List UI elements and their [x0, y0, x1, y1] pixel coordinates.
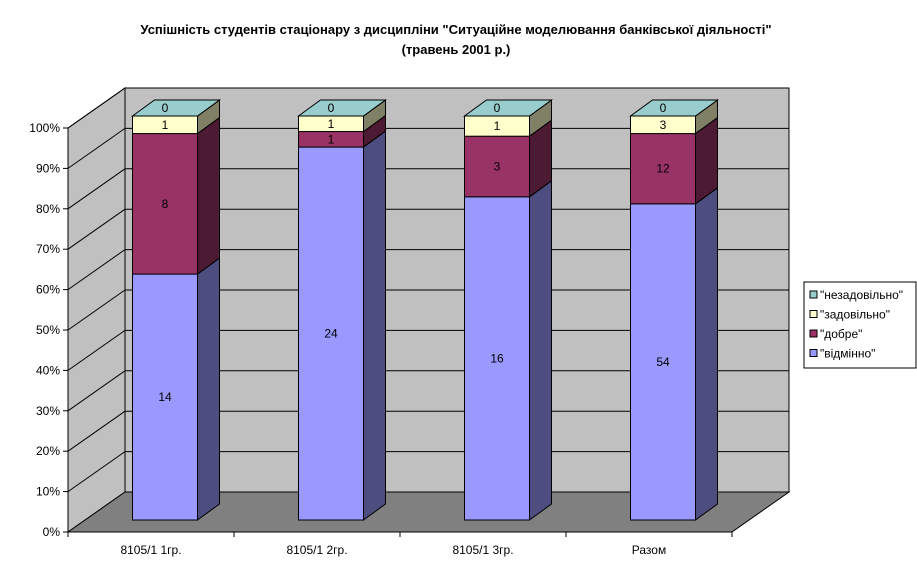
legend-box: [803, 281, 917, 369]
chart-axes: 8105/1 1гр. 8105/1 2гр. 8105/1 3гр. Разом 0%…: [29, 121, 733, 557]
x-tick-label: 8105/1 1гр.: [120, 543, 181, 557]
chart-subtitle: (травень 2001 р.): [402, 42, 511, 57]
gridline-side: [67, 208, 126, 250]
y-tick-label: 90%: [36, 161, 60, 175]
y-tick-label: 60%: [36, 283, 60, 297]
y-tick-label: 30%: [36, 404, 60, 418]
bar-segment-side: [695, 186, 718, 521]
y-tick-label: 0%: [43, 525, 61, 539]
gridline-side: [67, 168, 126, 210]
data-label: 1: [494, 119, 501, 133]
gridline-side: [67, 370, 126, 412]
chart-title: Успішність студентів стаціонару з дисцип…: [140, 22, 771, 37]
chart-legend: "незадовільно" "задовільно" "добре" "відмін…: [803, 281, 917, 369]
gridline-side: [67, 451, 126, 493]
bar-segment-side: [197, 257, 220, 521]
data-label: 1: [328, 117, 335, 131]
x-tick-label: 8105/1 2гр.: [286, 543, 347, 557]
gridline-side: [67, 329, 126, 371]
bar-top: [296, 99, 388, 117]
y-tick-label: 40%: [36, 363, 60, 377]
bar-segment: [630, 203, 696, 521]
chart-title-group: Успішність студентів стаціонару з дисцип…: [140, 22, 771, 57]
gridline-side: [67, 87, 126, 129]
bar-segment: [630, 133, 696, 205]
legend-swatch: [809, 290, 818, 299]
legend-swatch: [809, 329, 818, 338]
data-label: 0: [162, 101, 169, 115]
data-label: 24: [324, 327, 338, 341]
gridline-side: [67, 127, 126, 169]
legend-entry: "відмінно": [820, 347, 875, 361]
bar-segment: [132, 273, 198, 521]
bar-top: [462, 99, 554, 117]
data-label: 12: [656, 162, 670, 176]
y-tick-label: 70%: [36, 242, 60, 256]
y-tick-label: 10%: [36, 485, 60, 499]
legend-entry: "задовільно": [820, 308, 890, 322]
gridline-side: [67, 410, 126, 452]
data-label: 0: [328, 101, 335, 115]
data-label: 54: [656, 355, 670, 369]
data-label: 8: [162, 197, 169, 211]
gridline-side: [67, 249, 126, 291]
legend-entry: "добре": [820, 327, 862, 341]
bar-top: [130, 99, 222, 117]
legend-entry: "незадовільно": [820, 288, 903, 302]
y-tick-label: 80%: [36, 202, 60, 216]
data-label: 0: [494, 101, 501, 115]
bar-segment-side: [197, 116, 220, 276]
legend-swatch: [809, 349, 818, 357]
data-label: 16: [490, 351, 504, 365]
bar-top: [628, 99, 720, 117]
data-label: 0: [660, 101, 667, 115]
bar-segment-side: [529, 179, 552, 521]
data-label: 3: [660, 118, 667, 132]
legend-swatch: [809, 310, 818, 318]
data-label: 3: [494, 160, 501, 174]
bar-segment: [298, 146, 364, 521]
x-tick-label: 8105/1 3гр.: [452, 543, 513, 557]
data-label: 14: [158, 390, 172, 404]
x-tick-label: Разом: [632, 543, 666, 557]
gridline-side: [67, 289, 126, 331]
data-label: 1: [328, 132, 335, 146]
y-tick-label: 100%: [29, 121, 60, 135]
bar-segment: [132, 133, 198, 275]
y-tick-label: 20%: [36, 444, 60, 458]
data-label: 1: [162, 118, 169, 132]
y-tick-label: 50%: [36, 323, 60, 337]
bar-segment-side: [363, 130, 386, 521]
bar-segment: [464, 135, 530, 198]
bar-segment: [464, 196, 530, 521]
